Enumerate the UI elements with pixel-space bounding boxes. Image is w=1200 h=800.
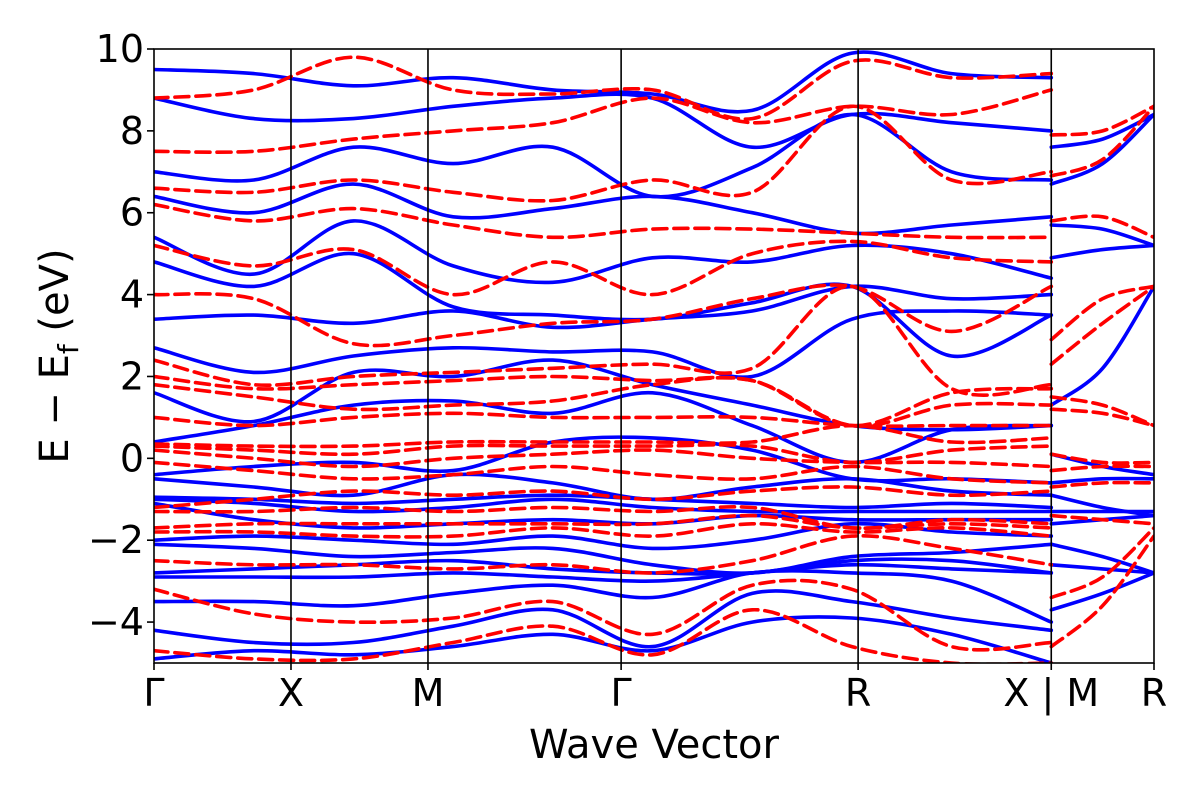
band-line <box>154 411 1054 429</box>
y-axis-label-unit: (eV) <box>32 248 78 344</box>
band-line <box>154 460 1054 485</box>
y-tick-label: 10 <box>96 27 144 71</box>
plot-frame <box>153 48 1155 664</box>
plot-background <box>154 49 1154 663</box>
band-line <box>154 239 1054 297</box>
band-line <box>154 521 1054 539</box>
band-line <box>154 283 1054 348</box>
x-tick-label: R <box>845 671 871 715</box>
band-line <box>154 534 1054 575</box>
band-line <box>1049 526 1154 600</box>
band-line <box>154 569 1054 624</box>
band-line <box>1049 284 1154 342</box>
y-tick-label: 0 <box>120 436 144 480</box>
y-tick-label: 6 <box>120 191 144 235</box>
band-line <box>1049 243 1154 260</box>
y-axis: −4 −2 0 2 4 6 8 10 <box>88 27 154 644</box>
high-symmetry-lines <box>290 49 1053 663</box>
band-line <box>1049 513 1154 526</box>
y-tick-label: 8 <box>120 109 144 153</box>
band-line <box>154 374 1054 428</box>
y-axis-label-main: E − E <box>32 354 78 464</box>
y-tick-label: 4 <box>120 273 144 317</box>
band-line <box>1049 542 1154 575</box>
band-line <box>1049 214 1154 240</box>
x-tick-label: M <box>412 671 445 715</box>
band-line <box>1049 493 1154 518</box>
band-line <box>1049 563 1154 575</box>
band-line <box>1049 104 1154 137</box>
y-axis-label-subscript: f <box>52 343 85 354</box>
band-line <box>154 92 1054 150</box>
band-line <box>154 251 1054 359</box>
band-line <box>154 513 1054 530</box>
x-axis-label: Wave Vector <box>529 722 780 768</box>
x-tick-label: R <box>1141 671 1167 715</box>
band-line <box>154 562 1054 583</box>
band-line <box>154 390 1054 465</box>
x-tick-label: X <box>278 671 304 715</box>
x-tick-label: Γ <box>143 671 164 715</box>
band-line <box>154 443 1054 465</box>
x-tick-label: X | M <box>1003 671 1099 716</box>
band-line <box>154 423 1054 449</box>
band-line <box>1049 284 1154 366</box>
band-line <box>154 505 1054 530</box>
band-line <box>154 284 1054 397</box>
y-tick-label: −2 <box>88 518 144 562</box>
band-line <box>154 578 1054 652</box>
band-line <box>154 309 1054 380</box>
x-axis: Γ X M Γ R X | M R <box>143 663 1167 716</box>
band-line <box>154 202 1054 240</box>
band-line <box>1049 223 1154 248</box>
band-line <box>154 284 1054 330</box>
y-axis-label: E − Ef (eV) <box>32 248 85 463</box>
band-line <box>154 607 1054 663</box>
band-line <box>1049 104 1154 178</box>
band-line <box>1049 464 1154 473</box>
band-line <box>1049 395 1154 428</box>
band-line <box>154 88 1054 155</box>
dashed-series <box>154 55 1154 663</box>
band-line <box>1049 571 1154 612</box>
band-line <box>1049 480 1154 489</box>
band-line <box>1049 534 1154 649</box>
y-tick-label: 2 <box>120 354 144 398</box>
band-line <box>154 55 1054 121</box>
band-line <box>1049 112 1154 186</box>
band-line <box>154 448 1054 469</box>
band-line <box>1049 476 1154 485</box>
band-line <box>1049 452 1154 465</box>
band-line <box>154 472 1054 502</box>
y-tick-label: −4 <box>88 600 144 644</box>
bands-layer <box>154 50 1154 663</box>
band-line <box>154 542 1054 575</box>
band-line <box>154 501 1054 530</box>
x-tick-label: Γ <box>611 671 632 715</box>
band-line <box>154 485 1054 510</box>
band-line <box>154 375 1054 428</box>
band-line <box>154 182 1054 236</box>
band-line <box>154 589 1054 649</box>
